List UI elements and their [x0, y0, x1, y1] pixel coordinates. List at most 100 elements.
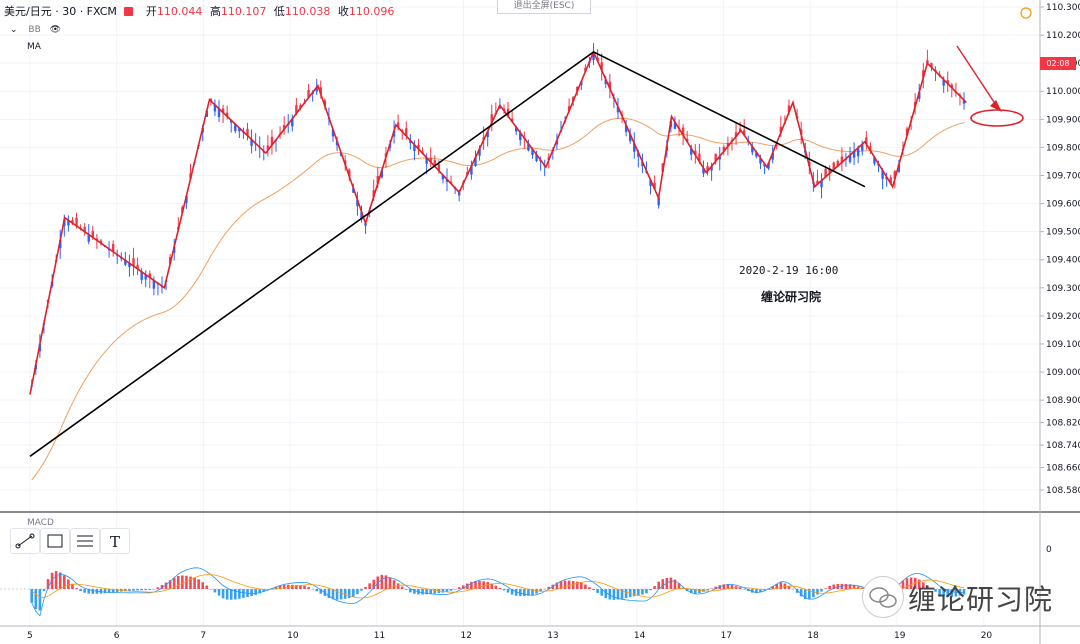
svg-text:T: T — [110, 533, 120, 551]
target-ellipse — [970, 109, 1024, 127]
candle-body — [445, 179, 449, 182]
indicator-bb[interactable]: ⌄ BB 👁 — [10, 25, 62, 35]
candle-body — [75, 217, 78, 226]
candle-body — [486, 131, 489, 137]
candle-body — [779, 126, 783, 133]
macd-histogram-bar — [140, 589, 143, 591]
candle-body — [836, 160, 840, 167]
macd-histogram-bar — [698, 589, 701, 594]
macd-histogram-bar — [189, 576, 192, 589]
exit-fullscreen-button[interactable]: 退出全屏(ESC) — [497, 0, 591, 14]
wechat-logo-icon — [862, 576, 904, 618]
candle-body — [238, 127, 241, 132]
macd-histogram-bar — [474, 581, 477, 589]
macd-histogram-bar — [490, 583, 494, 589]
candle-body — [771, 152, 774, 160]
macd-histogram-bar — [46, 579, 50, 589]
macd-tick-label: 0 — [1046, 545, 1052, 555]
macd-histogram-bar — [461, 585, 465, 589]
trend-line-tool-icon[interactable] — [10, 528, 40, 554]
macd-histogram-bar — [193, 577, 196, 589]
candle-body — [291, 118, 294, 127]
org-annotation: 缠论研习院 — [761, 290, 822, 304]
macd-histogram-bar — [714, 586, 717, 589]
candle-body — [690, 148, 693, 155]
macd-histogram-bar — [364, 587, 367, 589]
price-tick-label: 109.000 — [1046, 368, 1080, 378]
candle-body — [816, 180, 819, 185]
macd-histogram-bar — [787, 585, 791, 589]
ohlc-open: 开110.044 — [145, 5, 203, 18]
candle-body — [787, 105, 791, 113]
time-tick-label: 7 — [200, 631, 206, 641]
indicator-ma[interactable]: MA — [27, 42, 41, 52]
candle-body — [856, 147, 860, 157]
candle-body — [128, 263, 131, 268]
price-tick-label: 109.800 — [1046, 143, 1080, 153]
macd-histogram-bar — [559, 581, 563, 589]
macd-histogram-bar — [433, 589, 437, 594]
macd-histogram-bar — [221, 589, 225, 599]
macd-histogram-bar — [282, 584, 286, 589]
macd-histogram-bar — [217, 589, 221, 596]
macd-histogram-bar — [409, 589, 412, 593]
macd-histogram-bar — [669, 577, 673, 589]
indicator-macd[interactable]: MACD — [27, 518, 54, 528]
macd-histogram-bar — [425, 589, 428, 595]
macd-histogram-bar — [99, 589, 103, 594]
candle-body — [694, 150, 697, 155]
candle-body — [148, 273, 151, 278]
candle-body — [767, 162, 770, 169]
candle-body — [380, 170, 384, 178]
macd-histogram-bar — [539, 589, 542, 592]
macd-histogram-bar — [384, 575, 388, 589]
macd-histogram-bar — [494, 585, 498, 589]
chevron-down-icon[interactable]: ⌄ — [10, 25, 18, 35]
macd-histogram-bar — [848, 584, 852, 589]
macd-histogram-bar — [649, 589, 652, 591]
candle-body — [751, 146, 754, 153]
symbol-title[interactable]: 美元/日元 · 30 · FXCM — [4, 5, 117, 18]
macd-histogram-bar — [128, 589, 131, 592]
macd-histogram-bar — [803, 589, 807, 599]
macd-histogram-bar — [575, 581, 579, 589]
candle-body — [356, 199, 359, 207]
macd-histogram-bar — [571, 581, 575, 589]
macd-histogram-bar — [262, 589, 266, 592]
time-tick-label: 19 — [894, 631, 906, 641]
macd-histogram-bar — [335, 589, 339, 600]
macd-histogram-bar — [702, 589, 705, 592]
ma-series — [31, 117, 965, 481]
text-tool-icon[interactable]: T — [100, 528, 130, 554]
candle-body — [266, 145, 270, 151]
eye-icon[interactable]: 👁 — [49, 25, 62, 35]
candle-body — [604, 79, 607, 84]
macd-histogram-bar — [832, 584, 836, 589]
macd-histogram-bar — [946, 589, 950, 597]
candle-body — [893, 171, 897, 180]
candle-body — [637, 152, 640, 157]
macd-histogram-bar — [413, 589, 416, 594]
candle-body — [576, 86, 579, 92]
macd-histogram-bar — [388, 577, 392, 589]
macd-histogram-bar — [514, 589, 518, 596]
candle-body — [840, 156, 844, 163]
fib-tool-icon[interactable] — [70, 528, 100, 554]
macd-histogram-bar — [795, 589, 799, 593]
macd-histogram-bar — [213, 589, 217, 593]
macd-histogram-bar — [771, 586, 774, 589]
rectangle-tool-icon[interactable] — [40, 528, 70, 554]
macd-histogram-bar — [148, 589, 152, 590]
candle-body — [441, 175, 445, 180]
candle-body — [889, 177, 892, 184]
macd-histogram-bar — [909, 577, 913, 589]
candle-body — [392, 130, 396, 137]
macd-histogram-bar — [164, 582, 168, 589]
candle-body — [828, 168, 831, 174]
candle-body — [514, 127, 518, 132]
candle-body — [425, 157, 428, 164]
chart-header: 美元/日元 · 30 · FXCM 开110.044 高110.107 低110… — [4, 3, 394, 19]
candle-body — [405, 128, 408, 137]
candle-body — [865, 137, 868, 145]
macd-histogram-bar — [115, 589, 119, 593]
